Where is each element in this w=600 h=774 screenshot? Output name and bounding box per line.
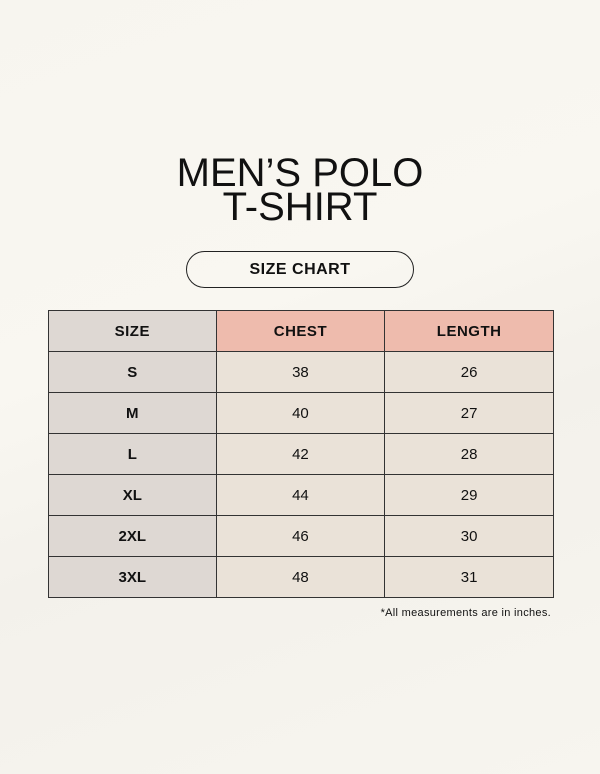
table-row: 2XL 46 30: [48, 515, 554, 557]
table-header-row: SIZE CHEST LENGTH: [48, 310, 554, 352]
chest-cell: 48: [215, 556, 386, 598]
chest-cell: 42: [215, 433, 386, 475]
length-cell: 28: [384, 433, 554, 475]
size-cell: S: [48, 351, 217, 393]
size-cell: 2XL: [48, 515, 217, 557]
header-size: SIZE: [48, 310, 217, 352]
length-cell: 31: [384, 556, 554, 598]
length-cell: 29: [384, 474, 554, 516]
size-chart-badge: SIZE CHART: [186, 251, 414, 288]
size-cell: M: [48, 392, 217, 434]
table-row: 3XL 48 31: [48, 556, 554, 598]
header-length: LENGTH: [384, 310, 554, 352]
size-cell: XL: [48, 474, 217, 516]
table-row: M 40 27: [48, 392, 554, 434]
chest-cell: 44: [215, 474, 386, 516]
length-cell: 27: [384, 392, 554, 434]
table-row: XL 44 29: [48, 474, 554, 516]
header-chest: CHEST: [215, 310, 386, 352]
measurement-note: *All measurements are in inches.: [380, 607, 551, 619]
size-chart-table: SIZE CHEST LENGTH S 38 26 M 40 27 L 42 28 XL 44 29 2…: [48, 310, 554, 598]
chest-cell: 40: [215, 392, 386, 434]
title-line-1: MEN’S POLO: [176, 151, 424, 195]
size-cell: L: [48, 433, 217, 475]
page-title: MEN’S POLO T-SHIRT: [0, 151, 600, 229]
chest-cell: 46: [215, 515, 386, 557]
length-cell: 26: [384, 351, 554, 393]
size-cell: 3XL: [48, 556, 217, 598]
table-row: L 42 28: [48, 433, 554, 475]
length-cell: 30: [384, 515, 554, 557]
table-row: S 38 26: [48, 351, 554, 393]
title-line-2: T-SHIRT: [222, 185, 378, 229]
chest-cell: 38: [215, 351, 386, 393]
